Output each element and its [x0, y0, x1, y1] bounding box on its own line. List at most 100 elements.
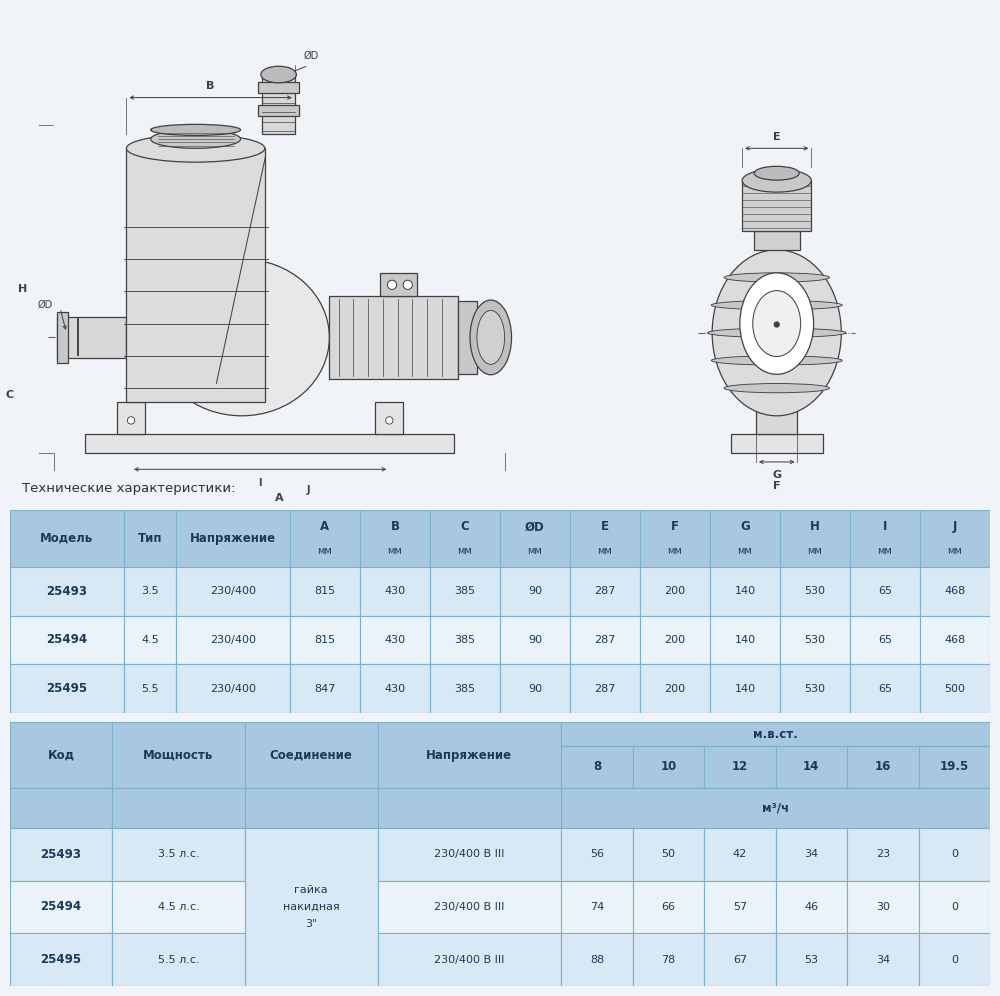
Ellipse shape — [742, 169, 811, 192]
FancyBboxPatch shape — [633, 880, 704, 933]
FancyBboxPatch shape — [704, 746, 776, 788]
FancyBboxPatch shape — [10, 880, 112, 933]
Ellipse shape — [711, 301, 842, 310]
Text: Мощность: Мощность — [143, 749, 214, 762]
Text: 30: 30 — [876, 902, 890, 912]
FancyBboxPatch shape — [561, 828, 633, 880]
FancyBboxPatch shape — [10, 567, 124, 616]
Text: 14: 14 — [803, 760, 820, 773]
Ellipse shape — [724, 273, 829, 282]
Bar — [756, 411, 797, 434]
Text: 19.5: 19.5 — [940, 760, 969, 773]
Text: 815: 815 — [314, 634, 336, 644]
Text: 42: 42 — [733, 850, 747, 860]
Bar — [731, 434, 823, 453]
FancyBboxPatch shape — [245, 722, 378, 788]
Text: 430: 430 — [384, 683, 406, 693]
Text: 25495: 25495 — [40, 953, 82, 966]
Text: 88: 88 — [590, 955, 604, 965]
Bar — [57, 317, 126, 359]
FancyBboxPatch shape — [500, 567, 570, 616]
FancyBboxPatch shape — [176, 510, 290, 567]
Circle shape — [387, 280, 397, 290]
FancyBboxPatch shape — [112, 722, 245, 788]
Text: 46: 46 — [804, 902, 818, 912]
Text: Соединение: Соединение — [270, 749, 353, 762]
FancyBboxPatch shape — [124, 567, 176, 616]
FancyBboxPatch shape — [378, 788, 561, 828]
Text: 430: 430 — [384, 634, 406, 644]
Ellipse shape — [708, 329, 846, 338]
Text: 200: 200 — [664, 634, 686, 644]
FancyBboxPatch shape — [176, 567, 290, 616]
FancyBboxPatch shape — [112, 828, 245, 880]
Text: G: G — [772, 470, 781, 480]
FancyBboxPatch shape — [112, 880, 245, 933]
Ellipse shape — [711, 356, 842, 366]
Text: 4.5 л.с.: 4.5 л.с. — [158, 902, 199, 912]
FancyBboxPatch shape — [710, 664, 780, 713]
Ellipse shape — [753, 291, 801, 357]
Text: мм: мм — [668, 546, 682, 556]
FancyBboxPatch shape — [10, 788, 112, 828]
Bar — [85, 434, 454, 453]
FancyBboxPatch shape — [112, 933, 245, 986]
FancyBboxPatch shape — [430, 510, 500, 567]
Text: 200: 200 — [664, 586, 686, 597]
Ellipse shape — [151, 124, 241, 135]
FancyBboxPatch shape — [378, 722, 561, 788]
Text: Напряжение: Напряжение — [190, 532, 276, 545]
Text: H: H — [810, 521, 820, 534]
FancyBboxPatch shape — [430, 616, 500, 664]
FancyBboxPatch shape — [850, 567, 920, 616]
Text: 230/400 В III: 230/400 В III — [434, 902, 505, 912]
FancyBboxPatch shape — [919, 933, 990, 986]
Text: 25494: 25494 — [40, 900, 82, 913]
Text: мм: мм — [878, 546, 892, 556]
Text: J: J — [953, 521, 957, 534]
Text: 468: 468 — [944, 586, 966, 597]
Text: 287: 287 — [594, 586, 616, 597]
Bar — [742, 180, 811, 231]
FancyBboxPatch shape — [10, 616, 124, 664]
Text: Код: Код — [48, 749, 75, 762]
Text: 230/400 В III: 230/400 В III — [434, 850, 505, 860]
Text: 140: 140 — [734, 634, 756, 644]
FancyBboxPatch shape — [710, 510, 780, 567]
Text: 3.5 л.с.: 3.5 л.с. — [158, 850, 199, 860]
FancyBboxPatch shape — [850, 664, 920, 713]
Text: 50: 50 — [661, 850, 675, 860]
FancyBboxPatch shape — [920, 664, 990, 713]
FancyBboxPatch shape — [112, 788, 245, 828]
Text: 230/400: 230/400 — [210, 634, 256, 644]
FancyBboxPatch shape — [850, 510, 920, 567]
FancyBboxPatch shape — [124, 616, 176, 664]
Bar — [380, 273, 417, 296]
Text: 67: 67 — [733, 955, 747, 965]
Text: 468: 468 — [944, 634, 966, 644]
FancyBboxPatch shape — [561, 933, 633, 986]
Ellipse shape — [151, 129, 241, 148]
Text: мм: мм — [528, 546, 542, 556]
Text: Модель: Модель — [40, 532, 94, 545]
Circle shape — [127, 416, 135, 424]
Text: 287: 287 — [594, 634, 616, 644]
Bar — [117, 402, 145, 434]
Ellipse shape — [754, 166, 799, 180]
Text: 74: 74 — [590, 902, 604, 912]
Text: 385: 385 — [454, 586, 476, 597]
Text: мм: мм — [318, 546, 332, 556]
Text: 5.5: 5.5 — [141, 683, 159, 693]
Text: H: H — [18, 284, 28, 294]
Text: Технические характеристики:: Технические характеристики: — [22, 482, 235, 495]
Text: мм: мм — [738, 546, 752, 556]
Ellipse shape — [477, 311, 505, 365]
FancyBboxPatch shape — [776, 828, 847, 880]
Text: F: F — [671, 521, 679, 534]
Text: 430: 430 — [384, 586, 406, 597]
Ellipse shape — [712, 250, 841, 415]
FancyBboxPatch shape — [850, 616, 920, 664]
FancyBboxPatch shape — [176, 664, 290, 713]
FancyBboxPatch shape — [780, 616, 850, 664]
Text: E: E — [773, 131, 781, 141]
